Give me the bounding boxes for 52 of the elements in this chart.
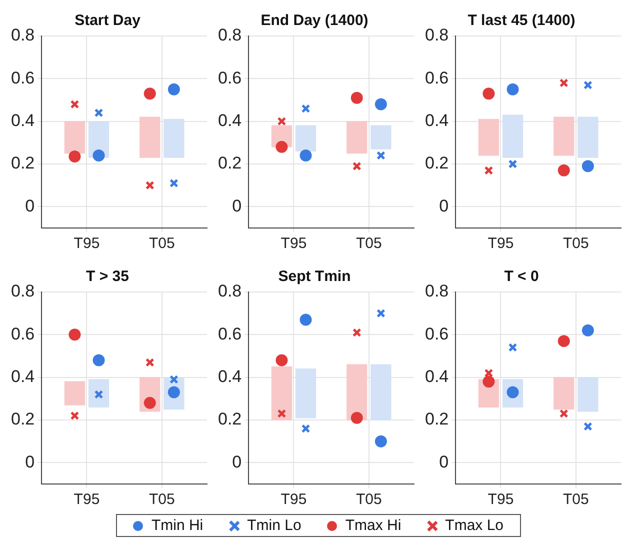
y-tick-label: 0.2 [424,410,449,429]
y-tick-label: 0.8 [218,282,242,301]
x-tick-label: T95 [488,491,514,508]
chart-title: End Day (1400) [260,12,368,30]
y-tick-label: 0.4 [424,111,449,130]
y-tick-label: 0.4 [424,367,449,386]
y-tick-label: 0.8 [424,282,449,301]
y-tick-label: 0.2 [10,154,35,173]
x-tick-label: T95 [488,235,514,252]
y-tick-label: 0.2 [10,410,35,429]
x-tick-label: T05 [148,235,175,252]
chart-title: T < 0 [504,268,539,286]
legend-label: Tmax Lo [445,517,504,534]
y-tick-label: 0 [25,196,35,216]
y-tick-label: 0.4 [10,111,35,130]
chart-title: T last 45 (1400) [468,12,576,30]
chart-title: Start Day [74,12,142,30]
x-tick-label: T05 [562,491,589,508]
y-tick-label: 0.6 [424,68,449,88]
y-tick-label: 0.6 [218,68,242,88]
y-tick-label: 0 [439,196,449,216]
y-tick-label: 0.2 [218,410,242,429]
y-tick-label: 0.4 [10,367,35,386]
y-tick-label: 0.4 [218,367,242,386]
y-tick-label: 0 [232,452,242,472]
x-tick-label: T05 [356,491,382,508]
chart-title: T > 35 [86,268,129,286]
x-tick-label: T95 [74,235,100,252]
y-tick-label: 0 [232,196,242,216]
y-tick-label: 0.6 [10,324,35,344]
y-tick-label: 0.8 [424,26,449,45]
y-tick-label: 0.4 [218,111,242,130]
y-tick-label: 0 [25,452,35,472]
legend-label: Tmax Hi [345,517,402,534]
x-tick-label: T95 [280,235,307,252]
y-tick-label: 0.6 [218,324,242,344]
y-tick-label: 0.2 [424,154,449,173]
y-tick-label: 0.6 [424,324,449,344]
y-tick-label: 0.8 [10,26,35,45]
legend-label: Tmin Hi [151,517,204,534]
y-tick-label: 0.8 [10,282,35,301]
legend-label: Tmin Lo [247,517,302,534]
x-tick-label: T05 [148,491,175,508]
y-tick-label: 0 [439,452,449,472]
x-tick-label: T05 [356,235,382,252]
y-tick-label: 0.2 [218,154,242,173]
x-tick-label: T95 [280,491,307,508]
x-tick-label: T05 [562,235,589,252]
y-tick-label: 0.6 [10,68,35,88]
y-tick-label: 0.8 [218,26,242,45]
chart-title: Sept Tmin [278,268,351,286]
x-tick-label: T95 [74,491,100,508]
